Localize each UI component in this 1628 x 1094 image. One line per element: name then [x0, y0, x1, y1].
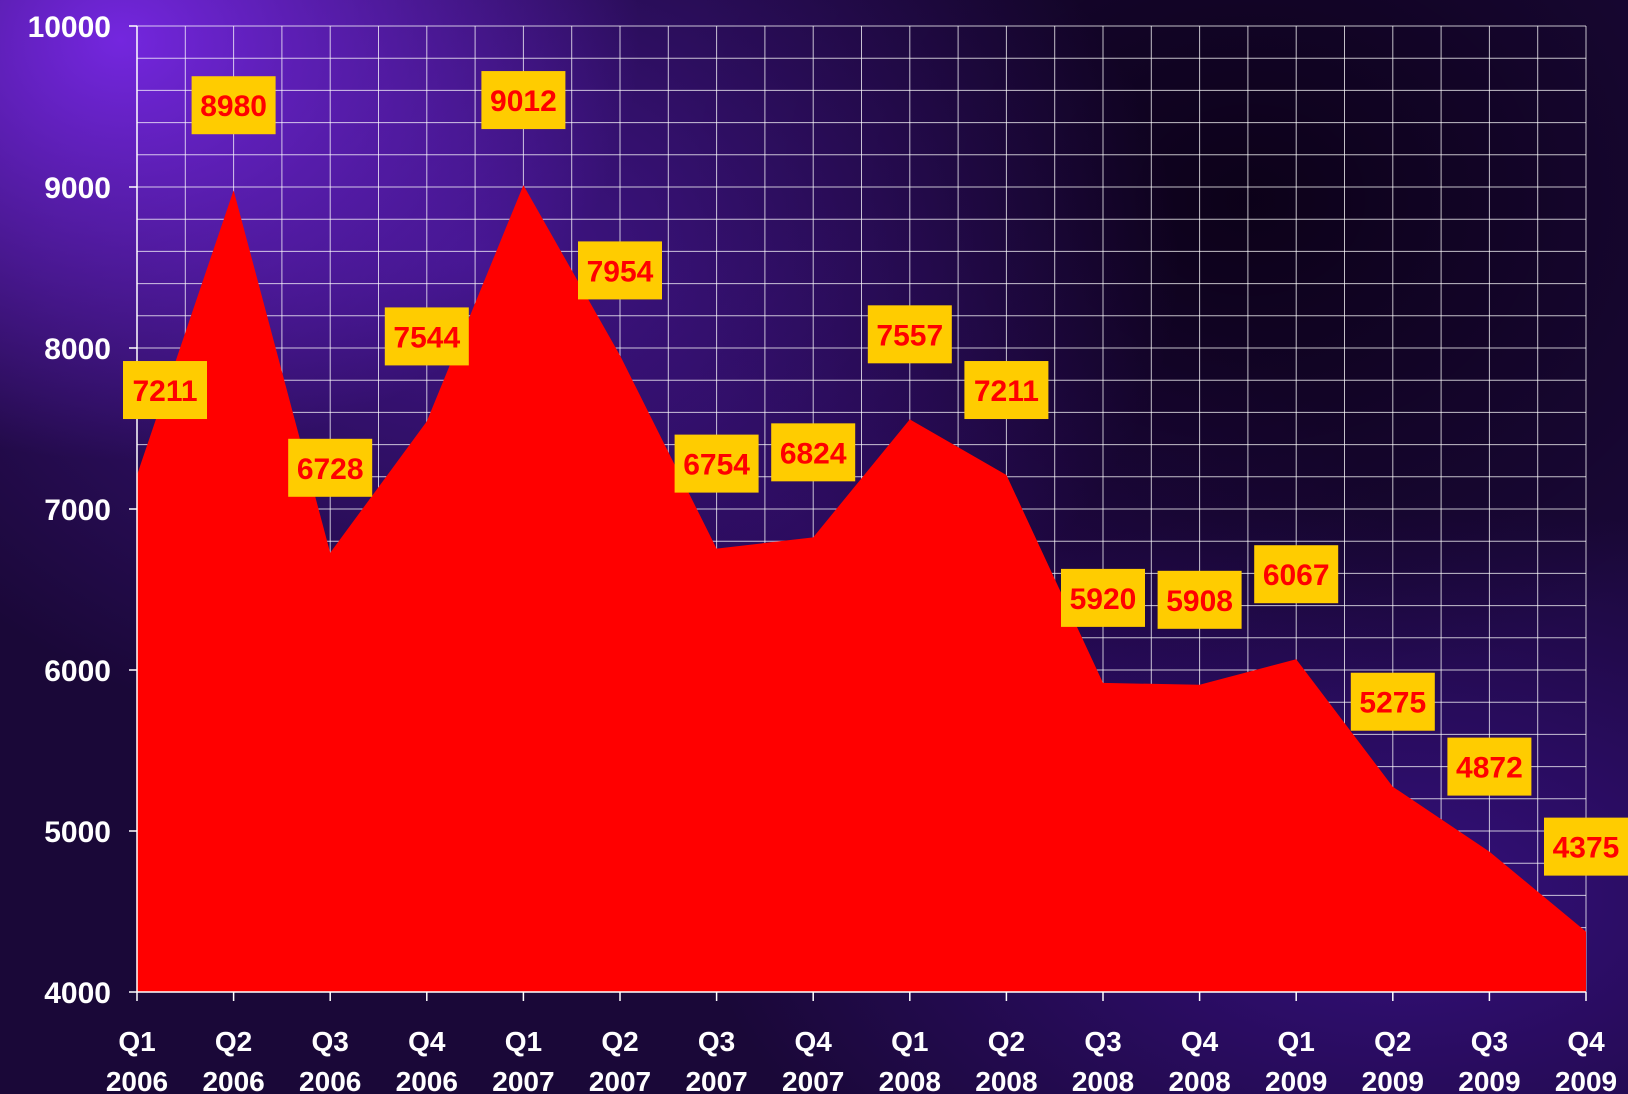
- data-labels: 7211 8980 6728 7544 9012 7954 6754 6824 7557 7211…: [123, 71, 1628, 876]
- x-tick-label: Q4 2007: [782, 1026, 844, 1094]
- y-tick-label: 6000: [44, 655, 111, 688]
- data-label-box: [288, 438, 373, 497]
- data-label-text: 6067: [1263, 559, 1330, 592]
- data-label: 4872: [1447, 737, 1532, 796]
- data-label-box: [1447, 737, 1532, 796]
- data-label-text: 7544: [393, 321, 460, 354]
- y-tick-label: 4000: [44, 977, 111, 1010]
- data-label: 9012: [481, 71, 566, 130]
- data-label: 7211: [123, 361, 207, 420]
- y-tick-label: 10000: [28, 11, 111, 44]
- x-tick-label: Q4 2009: [1555, 1026, 1617, 1094]
- data-label-box: [384, 307, 469, 366]
- y-tick-label: 8000: [44, 333, 111, 366]
- data-label-text: 7557: [876, 319, 943, 352]
- data-label-box: [771, 423, 856, 482]
- data-label-text: 5908: [1166, 585, 1233, 618]
- x-tick-label: Q3 2006: [299, 1026, 361, 1094]
- x-tick-label: Q2 2008: [975, 1026, 1037, 1094]
- x-tick-label: Q3 2007: [685, 1026, 747, 1094]
- data-label-text: 6754: [683, 449, 750, 482]
- data-label: 6728: [288, 438, 373, 497]
- x-tick-label: Q4 2008: [1168, 1026, 1230, 1094]
- data-label: 8980: [191, 76, 276, 135]
- data-label-text: 7211: [132, 375, 197, 408]
- data-label-box: [867, 305, 952, 364]
- data-label-text: 5275: [1359, 687, 1426, 720]
- data-label-text: 7211: [974, 375, 1039, 408]
- y-tick-label: 9000: [44, 172, 111, 205]
- data-label-box: [191, 76, 276, 135]
- data-label-text: 5920: [1070, 583, 1137, 616]
- data-label-text: 9012: [490, 85, 557, 118]
- x-tick-label: Q3 2008: [1072, 1026, 1134, 1094]
- data-label: 6824: [771, 423, 856, 482]
- data-label-box: [578, 241, 662, 300]
- data-label: 4375: [1544, 817, 1628, 876]
- data-label: 5908: [1157, 570, 1242, 629]
- data-label-text: 4872: [1456, 752, 1523, 785]
- data-label: 5275: [1350, 672, 1435, 731]
- x-tick-label: Q2 2006: [202, 1026, 264, 1094]
- y-tick-label: 5000: [44, 816, 111, 849]
- x-tick-label: Q1 2006: [106, 1026, 168, 1094]
- x-tick-label: Q1 2007: [492, 1026, 554, 1094]
- data-label-box: [1061, 568, 1145, 627]
- data-label: 5920: [1061, 568, 1145, 627]
- x-tick-label: Q3 2009: [1458, 1026, 1520, 1094]
- data-label-box: [674, 434, 759, 493]
- data-label-box: [1350, 672, 1435, 731]
- data-label-box: [123, 361, 207, 420]
- data-label-box: [481, 71, 566, 130]
- data-label-text: 6728: [297, 453, 364, 486]
- data-label: 7211: [964, 361, 1049, 420]
- x-tick-label: Q2 2009: [1362, 1026, 1424, 1094]
- x-tick-label: Q4 2006: [396, 1026, 458, 1094]
- data-label: 6754: [674, 434, 759, 493]
- data-label-text: 7954: [587, 255, 654, 288]
- y-axis-ticks: 4000 5000 6000 7000 8000 9000 10000: [28, 11, 137, 1010]
- x-tick-label: Q1 2008: [879, 1026, 941, 1094]
- data-label-text: 4375: [1553, 832, 1620, 865]
- data-label: 7954: [578, 241, 662, 300]
- data-label-text: 8980: [200, 90, 267, 123]
- data-label-text: 6824: [780, 437, 847, 470]
- area-series: [137, 185, 1586, 992]
- y-tick-label: 7000: [44, 494, 111, 527]
- x-tick-label: Q1 2009: [1265, 1026, 1327, 1094]
- x-tick-label: Q2 2007: [589, 1026, 651, 1094]
- data-label-box: [964, 361, 1049, 420]
- x-axis-ticks: Q1 2006 Q2 2006 Q3 2006 Q4 2006 Q1 2007 Q2 2007 Q3 20…: [106, 992, 1617, 1094]
- data-label-box: [1254, 545, 1339, 604]
- data-label: 7557: [867, 305, 952, 364]
- data-label: 6067: [1254, 545, 1339, 604]
- data-label: 7544: [384, 307, 469, 366]
- data-label-box: [1544, 817, 1628, 876]
- area-fill: [137, 185, 1586, 992]
- data-label-box: [1157, 570, 1242, 629]
